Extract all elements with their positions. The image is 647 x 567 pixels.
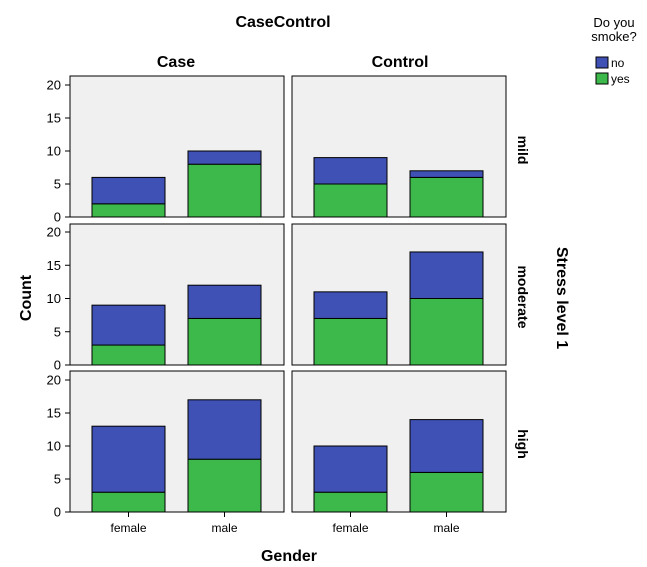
- x-axis-case: female male: [110, 512, 238, 535]
- bar-yes-male: [409, 471, 484, 513]
- bar-no-male: [409, 251, 484, 299]
- bar-yes-female: [91, 491, 166, 513]
- legend-title-line1: Do you: [593, 15, 634, 30]
- y-tick-label: 5: [54, 324, 61, 339]
- y-tick-label: 15: [47, 111, 61, 126]
- bar-yes-female: [91, 344, 166, 366]
- bar-yes-male: [409, 298, 484, 366]
- panel-case-high: [69, 370, 285, 513]
- y-tick-label: 0: [54, 358, 61, 373]
- legend-swatch-yes: [595, 72, 609, 85]
- row-label-high: high: [515, 429, 531, 459]
- y-tick-label: 15: [47, 406, 61, 421]
- legend-label-yes: yes: [611, 72, 630, 86]
- x-axis-control: female male: [332, 512, 460, 535]
- bar-no-female: [91, 176, 166, 205]
- panel-control-high: [291, 370, 507, 513]
- bar-no-male: [187, 150, 262, 165]
- bar-yes-female: [91, 203, 166, 218]
- y-tick-label: 5: [54, 177, 61, 192]
- bar-no-male: [409, 170, 484, 178]
- bar-no-male: [187, 399, 262, 460]
- y-tick-label: 20: [47, 78, 61, 93]
- chart-title: CaseControl: [235, 14, 330, 31]
- y-axis-mild: 0 5 10 15 20: [47, 76, 71, 225]
- legend-title-line2: smoke?: [591, 29, 637, 44]
- row-label-moderate: moderate: [515, 265, 531, 328]
- x-tick-label-male: male: [211, 521, 237, 535]
- y-axis-title: Count: [18, 274, 35, 321]
- x-tick-label-female: female: [110, 521, 146, 535]
- bar-yes-female: [313, 317, 388, 366]
- y-tick-label: 0: [54, 210, 61, 225]
- y-tick-label: 10: [47, 439, 61, 454]
- column-label-control: Control: [372, 54, 429, 71]
- y-tick-label: 5: [54, 472, 61, 487]
- legend-swatch-no: [595, 56, 609, 69]
- y-tick-label: 20: [47, 225, 61, 240]
- y-tick-label: 10: [47, 291, 61, 306]
- bar-yes-male: [409, 176, 484, 218]
- y-tick-label: 0: [54, 505, 61, 520]
- bar-no-female: [91, 425, 166, 493]
- y-axis-high: 0 5 10 15 20: [47, 371, 71, 520]
- x-axis-title: Gender: [261, 548, 317, 565]
- bar-no-female: [313, 445, 388, 493]
- bar-yes-male: [187, 317, 262, 366]
- bar-yes-female: [313, 491, 388, 513]
- row-label-mild: mild: [515, 136, 531, 165]
- panel-control-mild: [291, 75, 507, 218]
- bar-yes-male: [187, 163, 262, 218]
- column-label-case: Case: [157, 54, 195, 71]
- bar-no-male: [187, 284, 262, 319]
- y-axis-moderate: 0 5 10 15 20: [47, 224, 71, 373]
- y-tick-label: 20: [47, 373, 61, 388]
- row-axis-title: Stress level 1: [553, 247, 570, 349]
- y-tick-label: 10: [47, 144, 61, 159]
- panel-control-moderate: [291, 223, 507, 366]
- legend: Do you smoke? no yes: [591, 15, 637, 86]
- panel-case-moderate: [69, 223, 285, 366]
- bar-no-male: [409, 419, 484, 473]
- x-tick-label-female: female: [332, 521, 368, 535]
- bar-no-female: [91, 304, 166, 346]
- y-tick-label: 15: [47, 258, 61, 273]
- bar-no-female: [313, 157, 388, 185]
- x-tick-label-male: male: [433, 521, 459, 535]
- panel-case-mild: [69, 75, 285, 218]
- panels: [69, 75, 507, 513]
- bar-no-female: [313, 291, 388, 319]
- bar-yes-male: [187, 458, 262, 513]
- bar-yes-female: [313, 183, 388, 218]
- x-axes: female male female male: [110, 512, 460, 535]
- legend-label-no: no: [611, 56, 625, 70]
